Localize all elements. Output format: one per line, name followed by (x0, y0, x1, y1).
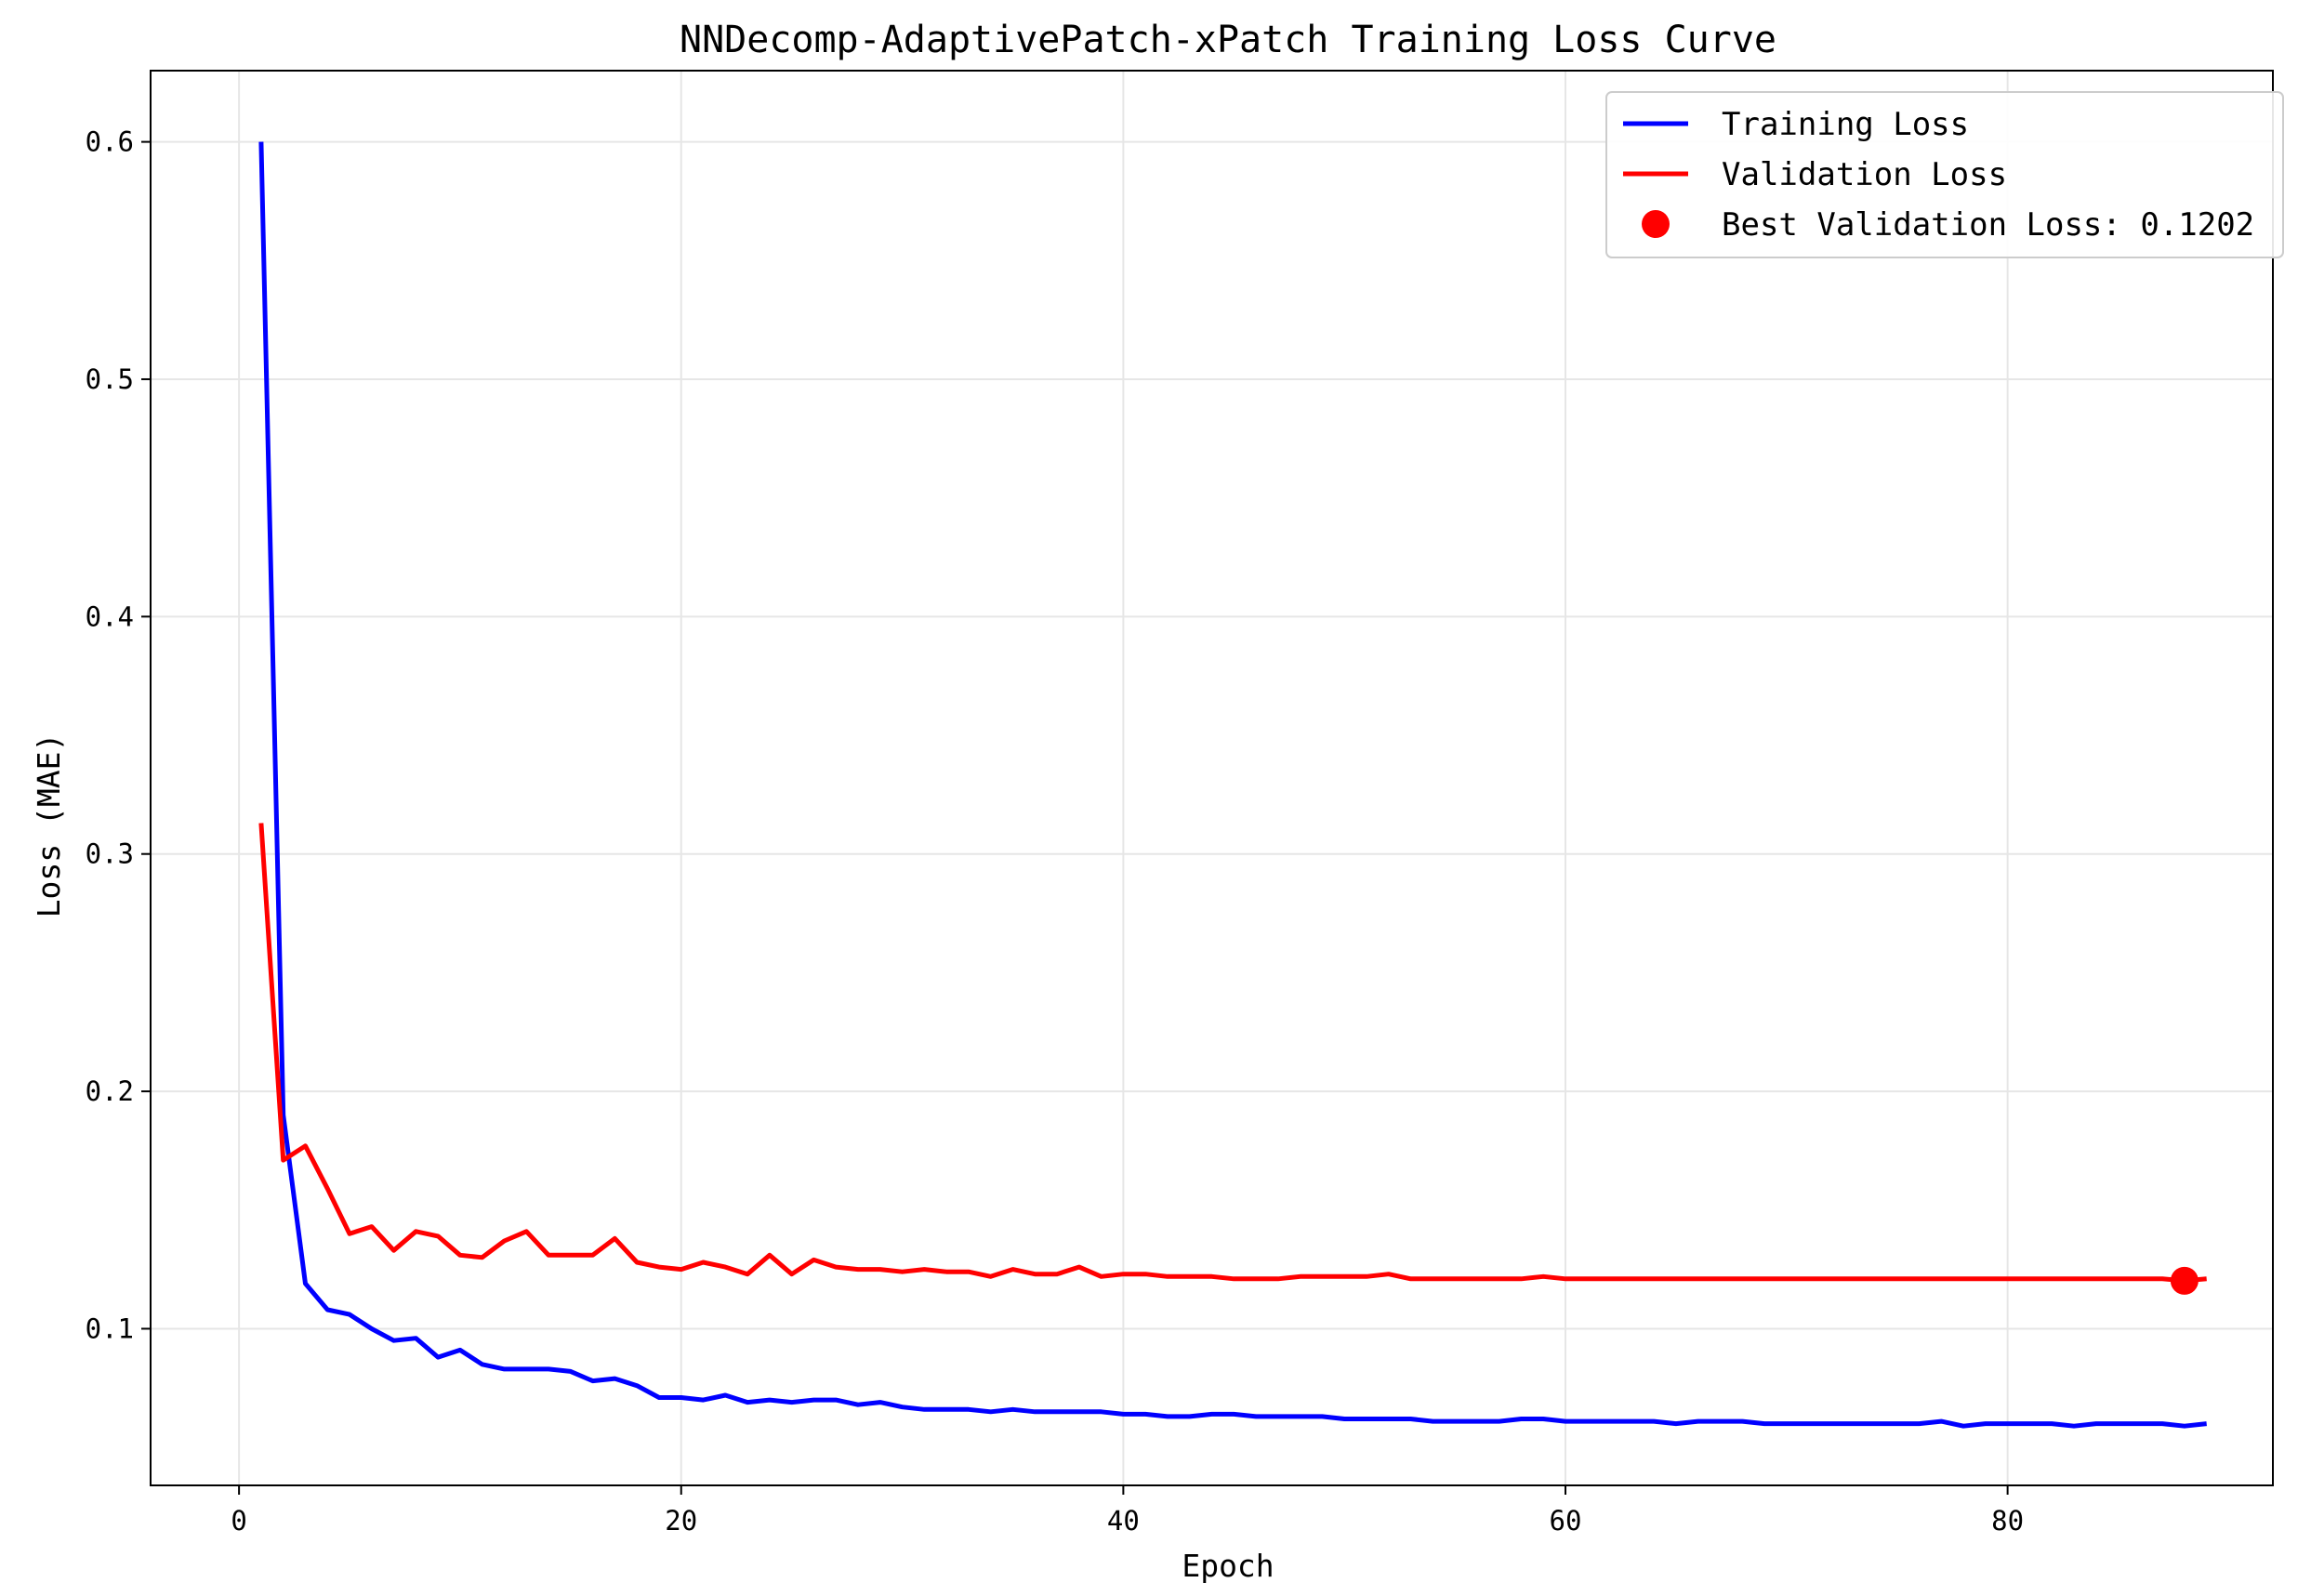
chart-title: NNDecomp-AdaptivePatch-xPatch Training L… (680, 19, 1776, 61)
y-tick-label: 0.3 (86, 838, 134, 870)
legend-box (1605, 91, 2284, 258)
legend: Training Loss Validation Loss Best Valid… (1605, 91, 2284, 258)
legend-label-validation: Validation Loss (1722, 156, 2007, 193)
x-axis-label: Epoch (1182, 1548, 1274, 1584)
y-tick-label: 0.5 (86, 363, 134, 395)
series-line-training-loss (258, 141, 2207, 1429)
y-axis-label: Loss (MAE) (31, 733, 67, 918)
best-validation-point (2170, 1266, 2199, 1295)
plot-frame (150, 70, 2274, 1486)
legend-label-best: Best Validation Loss: 0.1202 (1722, 206, 2254, 244)
legend-swatch-best (1642, 210, 1670, 238)
series-line-validation-loss (258, 823, 2207, 1284)
y-tick-label: 0.1 (86, 1312, 134, 1344)
legend-label-training: Training Loss (1722, 106, 1969, 143)
y-tick-label: 0.4 (86, 600, 134, 632)
x-tick-label: 80 (1991, 1505, 2024, 1537)
best-point-layer (2170, 1266, 2199, 1295)
axis-ticks: 0 20 40 60 80 0.1 0.2 0.3 0.4 0.5 0.6 (86, 126, 2024, 1537)
x-tick-label: 20 (665, 1505, 697, 1537)
x-tick-label: 60 (1550, 1505, 1582, 1537)
series-lines (258, 141, 2207, 1429)
x-tick-label: 40 (1107, 1505, 1140, 1537)
y-tick-label: 0.2 (86, 1075, 134, 1107)
y-tick-label: 0.6 (86, 126, 134, 158)
x-tick-label: 0 (231, 1505, 246, 1537)
